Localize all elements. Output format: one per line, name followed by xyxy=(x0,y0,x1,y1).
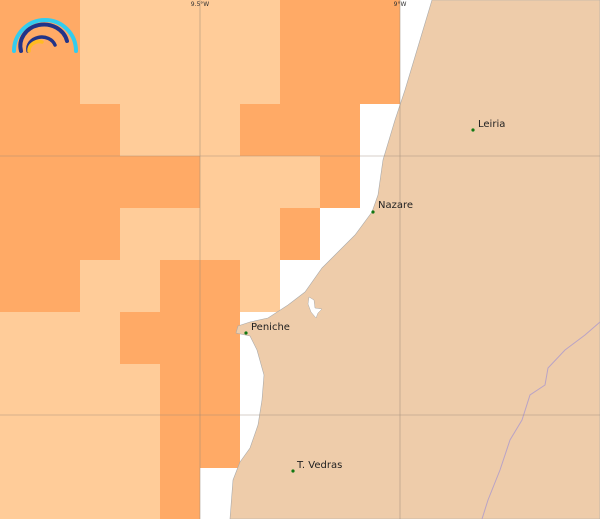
grid-cell-high xyxy=(40,208,80,260)
grid-cell-high xyxy=(160,260,200,312)
grid-cell-low xyxy=(200,0,240,52)
grid-cell-low xyxy=(80,416,120,468)
grid-cell-high xyxy=(0,260,40,312)
grid-cell-low xyxy=(40,312,80,364)
grid-cell-high xyxy=(360,0,400,52)
grid-cell-low xyxy=(80,468,120,519)
city-peniche[interactable]: Peniche xyxy=(244,322,290,335)
city-t-vedras[interactable]: T. Vedras xyxy=(291,460,342,473)
grid-cell-high xyxy=(320,52,360,104)
grid-cell-high xyxy=(160,416,200,468)
city-label: Nazare xyxy=(378,200,413,211)
grid-cell-high xyxy=(320,156,360,208)
grid-cell-low xyxy=(160,104,200,156)
grid-cell-high xyxy=(200,416,240,468)
grid-cell-low xyxy=(120,104,160,156)
grid-cell-low xyxy=(120,208,160,260)
city-nazare[interactable]: Nazare xyxy=(371,200,413,214)
grid-cell-low xyxy=(240,0,280,52)
grid-cell-high xyxy=(40,156,80,208)
grid-cell-high xyxy=(160,312,200,364)
grid-cell-high xyxy=(240,104,280,156)
land xyxy=(229,0,600,519)
grid-cell-high xyxy=(80,104,120,156)
grid-cell-low xyxy=(240,260,280,312)
grid-cell-high xyxy=(160,468,200,519)
grid-cell-high xyxy=(80,208,120,260)
grid-cell-low xyxy=(200,156,240,208)
grid-cell-high xyxy=(0,104,40,156)
grid-cell-low xyxy=(120,260,160,312)
grid-cell-low xyxy=(0,312,40,364)
grid-cell-low xyxy=(80,364,120,416)
grid-cell-low xyxy=(40,364,80,416)
grid-cell-low xyxy=(80,52,120,104)
grid-cell-high xyxy=(160,364,200,416)
grid-cell-low xyxy=(280,156,320,208)
grid-cell-low xyxy=(120,52,160,104)
grid-cell-high xyxy=(360,52,400,104)
city-leiria[interactable]: Leiria xyxy=(471,119,505,132)
lagoon xyxy=(307,296,323,319)
grid-cell-low xyxy=(120,0,160,52)
city-label: Peniche xyxy=(251,322,290,333)
grid-cell-high xyxy=(280,104,320,156)
grid-cell-low xyxy=(200,208,240,260)
grid-cell-low xyxy=(120,468,160,519)
grid-cell-low xyxy=(160,52,200,104)
grid-cell-low xyxy=(40,416,80,468)
grid-cell-low xyxy=(80,0,120,52)
grid-cell-high xyxy=(0,52,40,104)
grid-cell-low xyxy=(0,416,40,468)
grid-cell-low xyxy=(80,260,120,312)
grid-cell-high xyxy=(320,104,360,156)
grid-cell-high xyxy=(200,364,240,416)
grid-cell-low xyxy=(200,104,240,156)
grid-cell-high xyxy=(280,52,320,104)
rainbow-logo-icon xyxy=(12,18,78,53)
grid-cell-high xyxy=(160,156,200,208)
grid-cell-high xyxy=(0,156,40,208)
grid-cell-low xyxy=(160,0,200,52)
city-dot-icon xyxy=(471,128,475,132)
grid-cell-high xyxy=(120,156,160,208)
grid-cell-low xyxy=(240,52,280,104)
grid-label-9-5w: 9.5°W xyxy=(191,1,210,8)
grid-cell-high xyxy=(280,208,320,260)
grid-cell-low xyxy=(0,468,40,519)
city-label: T. Vedras xyxy=(296,460,342,471)
grid-cell-high xyxy=(80,156,120,208)
grid-cell-low xyxy=(160,208,200,260)
grid-cell-high xyxy=(40,52,80,104)
grid-cell-high xyxy=(40,260,80,312)
grid-cell-high xyxy=(120,312,160,364)
grid-cell-low xyxy=(240,156,280,208)
grid-cell-low xyxy=(120,416,160,468)
grid-cell-low xyxy=(40,468,80,519)
grid-cell-high xyxy=(0,208,40,260)
city-label: Leiria xyxy=(478,119,505,130)
grid-cell-low xyxy=(80,312,120,364)
grid-cell-low xyxy=(240,208,280,260)
grid-cells xyxy=(0,0,400,519)
city-dot-icon xyxy=(371,210,375,214)
grid-cell-high xyxy=(280,0,320,52)
grid-cell-low xyxy=(120,364,160,416)
city-dot-icon xyxy=(244,331,248,335)
grid-cell-low xyxy=(0,364,40,416)
grid-cell-high xyxy=(200,260,240,312)
city-dot-icon xyxy=(291,469,295,473)
grid-label-9w: 9°W xyxy=(394,1,407,8)
river xyxy=(481,321,600,519)
grid-cell-high xyxy=(200,312,240,364)
grid-cell-low xyxy=(200,52,240,104)
grid-cell-high xyxy=(320,0,360,52)
grid-cell-high xyxy=(40,104,80,156)
